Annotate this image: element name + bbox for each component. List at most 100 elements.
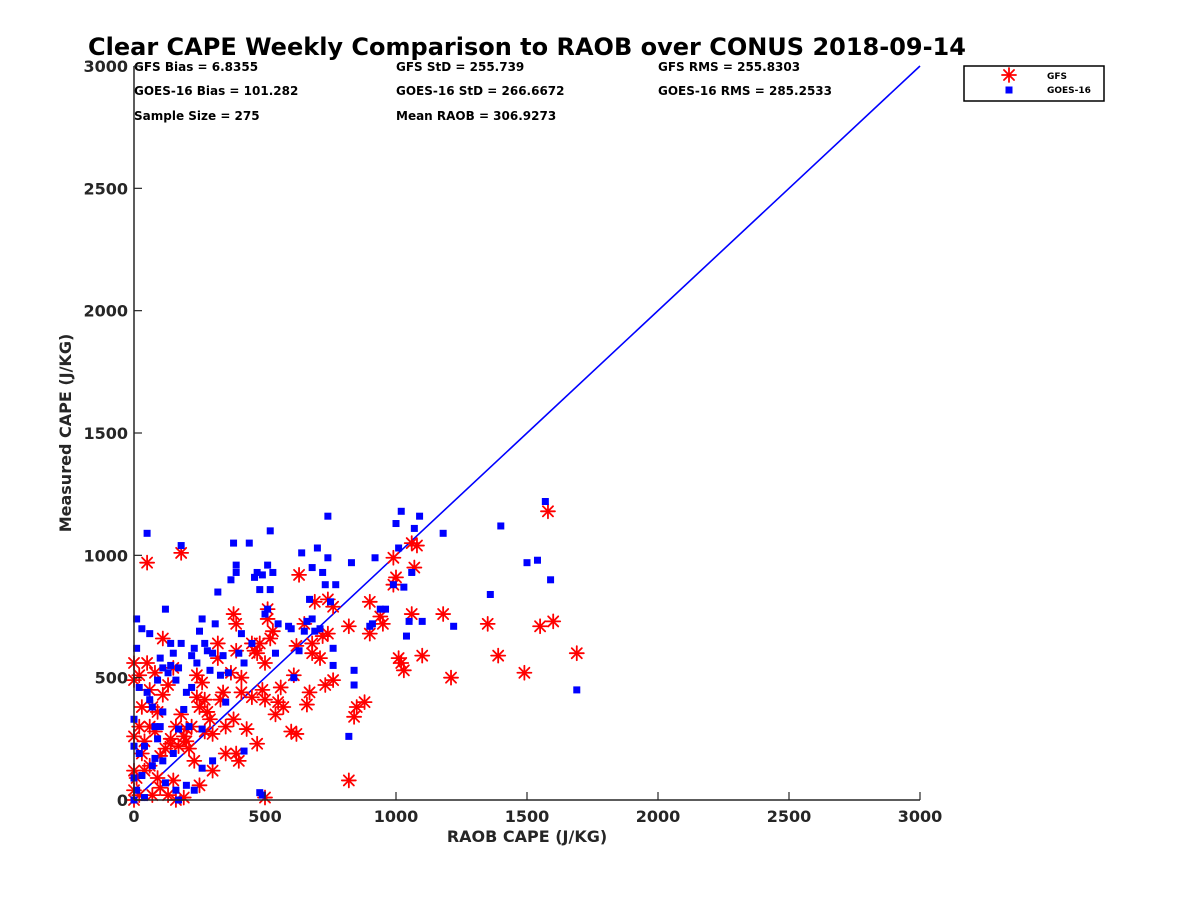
goes16-point (573, 686, 581, 694)
goes16-point (251, 573, 259, 581)
goes16-point (177, 542, 185, 550)
goes16-point (154, 735, 162, 743)
goes16-point (161, 605, 169, 613)
legend: GFS GOES-16 (963, 65, 1105, 102)
y-tick-label: 1000 (83, 546, 128, 565)
goes16-point (350, 666, 358, 674)
gfs-point (532, 618, 548, 635)
goes16-point (146, 696, 154, 704)
goes16-point (266, 586, 274, 594)
stat-goes-rms: GOES-16 RMS = 285.2533 (658, 84, 832, 98)
goes16-point (211, 620, 219, 628)
x-tick-label: 500 (248, 807, 281, 826)
gfs-point (346, 708, 362, 725)
goes16-point (319, 568, 327, 576)
gfs-point (160, 787, 176, 804)
goes16-point (321, 581, 329, 589)
goes16-point (140, 742, 148, 750)
gfs-point (479, 615, 496, 632)
goes16-point (306, 595, 314, 603)
gfs-point (414, 647, 431, 664)
goes16-point (182, 688, 190, 696)
goes16-point (392, 520, 400, 528)
goes16-point (151, 723, 159, 731)
goes16-point (133, 786, 141, 794)
goes16-point (329, 661, 337, 669)
goes16-point (266, 527, 274, 535)
goes16-point (222, 698, 230, 706)
gfs-point (139, 655, 156, 671)
goes16-point (410, 524, 418, 532)
goes16-point (209, 649, 217, 657)
gfs-point (288, 637, 305, 654)
gfs-point (299, 696, 315, 713)
goes16-point (395, 544, 403, 552)
goes16-point (154, 676, 162, 684)
goes16-point (327, 598, 334, 606)
y-tick-label: 0 (117, 791, 128, 810)
gfs-point (196, 691, 213, 708)
gfs-point (233, 684, 250, 701)
goes16-point (232, 568, 240, 576)
x-axis-label: RAOB CAPE (J/KG) (447, 827, 607, 846)
goes16-point (188, 652, 196, 660)
goes16-point (450, 622, 458, 630)
goes16-point (523, 559, 531, 567)
goes16-point (271, 649, 279, 657)
gfs-point (191, 699, 208, 715)
goes16-point (382, 605, 390, 613)
gfs-point (516, 664, 533, 681)
gfs-point (270, 694, 287, 711)
goes16-point (408, 568, 416, 576)
goes16-point (169, 649, 177, 657)
goes16-point (133, 615, 141, 623)
goes16-point (248, 639, 256, 647)
goes16-point (541, 498, 549, 506)
goes16-point (332, 581, 340, 589)
goes16-point (219, 652, 227, 660)
gfs-point (390, 650, 407, 666)
goes16-point (405, 617, 413, 625)
goes16-point (164, 669, 172, 677)
gfs-point (149, 770, 166, 786)
goes16-point (177, 639, 185, 647)
goes16-point (143, 529, 151, 537)
goes16-point (201, 639, 209, 647)
goes16-point (175, 725, 183, 733)
gfs-point (348, 699, 365, 715)
goes16-point (180, 705, 188, 713)
gfs-point (249, 735, 266, 752)
goes16-point (347, 559, 355, 567)
gfs-legend-glyph (1001, 67, 1017, 83)
goes16-point (264, 605, 272, 613)
gfs-point (139, 554, 156, 571)
goes16-point (167, 639, 175, 647)
stat-mean-raob: Mean RAOB = 306.9273 (396, 109, 556, 123)
gfs-point (186, 752, 203, 769)
gfs-point (188, 667, 205, 684)
goes16-point (547, 576, 555, 584)
gfs-point (272, 679, 289, 696)
goes16-point (190, 786, 198, 794)
gfs-point (385, 549, 402, 566)
y-tick-label: 3000 (83, 57, 128, 76)
stat-goes-bias: GOES-16 Bias = 101.282 (134, 84, 298, 98)
gfs-point (257, 691, 273, 708)
plot-area (126, 65, 921, 808)
goes16-point (161, 779, 169, 787)
goes16-point (439, 529, 447, 537)
y-tick-label: 500 (95, 669, 128, 688)
goes16-point (185, 723, 193, 731)
goes16-point (206, 666, 214, 674)
goes16-point (418, 617, 426, 625)
goes16-point (303, 617, 311, 625)
gfs-point (238, 721, 255, 737)
gfs-point (225, 606, 242, 622)
goes16-point (135, 750, 143, 758)
goes16-point (230, 539, 238, 547)
goes16-point (245, 539, 253, 547)
goes16-point (159, 664, 167, 672)
gfs-point (291, 567, 307, 583)
goes16-point (264, 561, 272, 569)
